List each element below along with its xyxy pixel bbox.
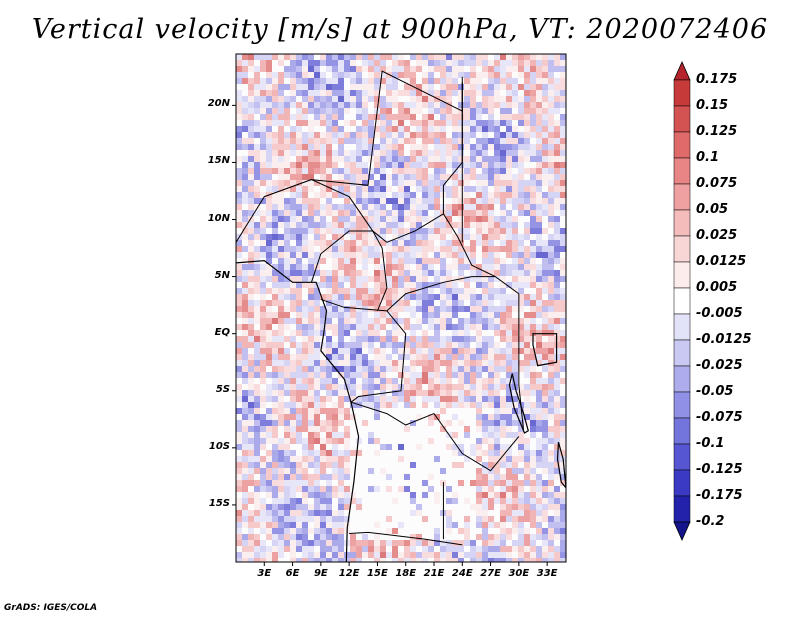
country-border-line — [518, 345, 525, 431]
lon-label: 15E — [367, 568, 388, 579]
lat-label: 5S — [215, 383, 230, 395]
lon-label: 21E — [423, 568, 445, 579]
colorbar-tick-label: -0.2 — [696, 514, 725, 529]
colorbar-tick-label: 0.15 — [696, 98, 729, 113]
colorbar-bin — [673, 313, 691, 341]
coastline — [236, 260, 360, 562]
colorbar-tick-label: 0.005 — [696, 280, 738, 295]
lat-label: 5N — [214, 269, 230, 281]
lake-outline — [508, 373, 529, 434]
colorbar-bin — [673, 235, 691, 263]
colorbar-bin — [673, 443, 691, 471]
colorbar-bin — [673, 339, 691, 367]
colorbar-bin — [673, 209, 691, 237]
lat-label: 15S — [208, 497, 230, 509]
colorbar-bin — [673, 391, 691, 419]
country-border-line — [376, 248, 388, 312]
country-border-line — [350, 310, 407, 403]
colorbar-bin — [673, 365, 691, 393]
country-border-line — [264, 179, 383, 249]
colorbar-tick-label: -0.025 — [696, 358, 743, 373]
colorbar-bin — [673, 79, 691, 107]
country-border-line — [320, 276, 520, 312]
axis-ticks — [232, 104, 548, 566]
colorbar-bin — [673, 261, 691, 289]
colorbar-tick-label: -0.005 — [696, 306, 743, 321]
footer-credit: GrADS: IGES/COLA — [4, 603, 98, 613]
colorbar-tick-label: 0.1 — [696, 150, 720, 165]
colorbar-bin — [673, 469, 691, 497]
lon-label: 18E — [395, 568, 417, 579]
lon-label: 30E — [508, 568, 530, 579]
colorbar-tick-label: 0.05 — [696, 202, 729, 217]
colorbar — [673, 61, 691, 541]
lat-label: 10N — [207, 212, 230, 224]
lon-label: 33E — [536, 568, 558, 579]
colorbar-tick-label: 0.175 — [696, 72, 738, 87]
colorbar-tick-label: -0.175 — [696, 488, 743, 503]
colorbar-tick-label: 0.025 — [696, 228, 738, 243]
country-border-line — [310, 230, 373, 283]
colorbar-bin — [673, 495, 691, 523]
map-title: Vertical velocity [m/s] at 900hPa, VT: 2… — [31, 14, 769, 45]
lon-label: 12E — [338, 568, 360, 579]
lon-label: 24E — [451, 568, 473, 579]
lat-label: 10S — [208, 440, 230, 452]
velocity-field — [236, 54, 566, 562]
colorbar-tick-label: -0.1 — [696, 436, 725, 451]
lat-label: 15N — [207, 155, 230, 167]
colorbar-tick-label: -0.0125 — [696, 332, 752, 347]
country-border-line — [350, 401, 520, 472]
lake-outline — [556, 441, 566, 489]
country-borders — [236, 70, 566, 562]
lon-label: 9E — [313, 568, 328, 579]
colorbar-bin — [673, 287, 691, 315]
colorbar-tick-label: -0.125 — [696, 462, 743, 477]
colorbar-tick-label: -0.075 — [696, 410, 743, 425]
lon-label: 6E — [285, 568, 300, 579]
country-border-line — [349, 531, 463, 546]
lon-label: 27E — [480, 568, 501, 579]
colorbar-upper-arrow — [673, 61, 691, 81]
colorbar-lower-arrow — [673, 521, 691, 541]
lake-outline — [532, 333, 558, 367]
colorbar-tick-label: -0.05 — [696, 384, 734, 399]
lat-label: 20N — [207, 98, 230, 110]
lat-label: EQ — [214, 326, 230, 338]
lon-label: 3E — [257, 568, 272, 579]
colorbar-bin — [673, 417, 691, 445]
colorbar-bin — [673, 183, 691, 211]
colorbar-tick-label: 0.125 — [696, 124, 738, 139]
colorbar-bin — [673, 157, 691, 185]
map-frame — [235, 53, 567, 563]
colorbar-bin — [673, 105, 691, 133]
colorbar-tick-label: 0.075 — [696, 176, 738, 191]
colorbar-tick-label: 0.0125 — [696, 254, 747, 269]
colorbar-bin — [673, 131, 691, 159]
